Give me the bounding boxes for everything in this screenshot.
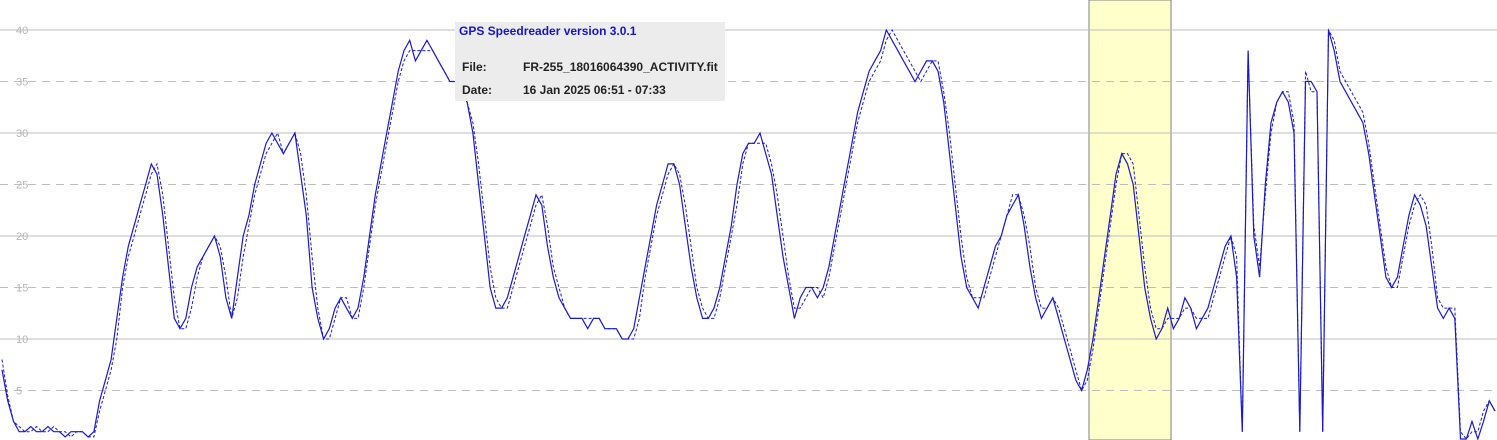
y-tick-label: 10 (16, 334, 28, 346)
app-title: GPS Speedreader version 3.0.1 (459, 24, 637, 38)
series-line-solid (1, 28, 1496, 440)
info-panel: GPS Speedreader version 3.0.1 File: FR-2… (455, 22, 725, 101)
y-tick-label: 40 (16, 25, 28, 37)
series-line-dashed (1, 28, 1496, 440)
file-value: FR-255_18016064390_ACTIVITY.fit (523, 60, 718, 74)
series-group (1, 28, 1496, 440)
date-value: 16 Jan 2025 06:51 - 07:33 (523, 83, 666, 97)
file-label: File: (462, 60, 487, 74)
highlight-band (1088, 0, 1172, 440)
y-tick-label: 5 (16, 386, 22, 398)
y-tick-label: 20 (16, 231, 28, 243)
y-tick-label: 25 (16, 180, 28, 192)
y-tick-label: 15 (16, 283, 28, 295)
y-tick-label: 30 (16, 128, 28, 140)
grid-lines (0, 29, 1497, 391)
date-label: Date: (462, 83, 493, 97)
y-tick-label: 35 (16, 77, 28, 89)
y-axis-ticks: 5 10 15 20 25 30 35 40 (16, 25, 28, 398)
